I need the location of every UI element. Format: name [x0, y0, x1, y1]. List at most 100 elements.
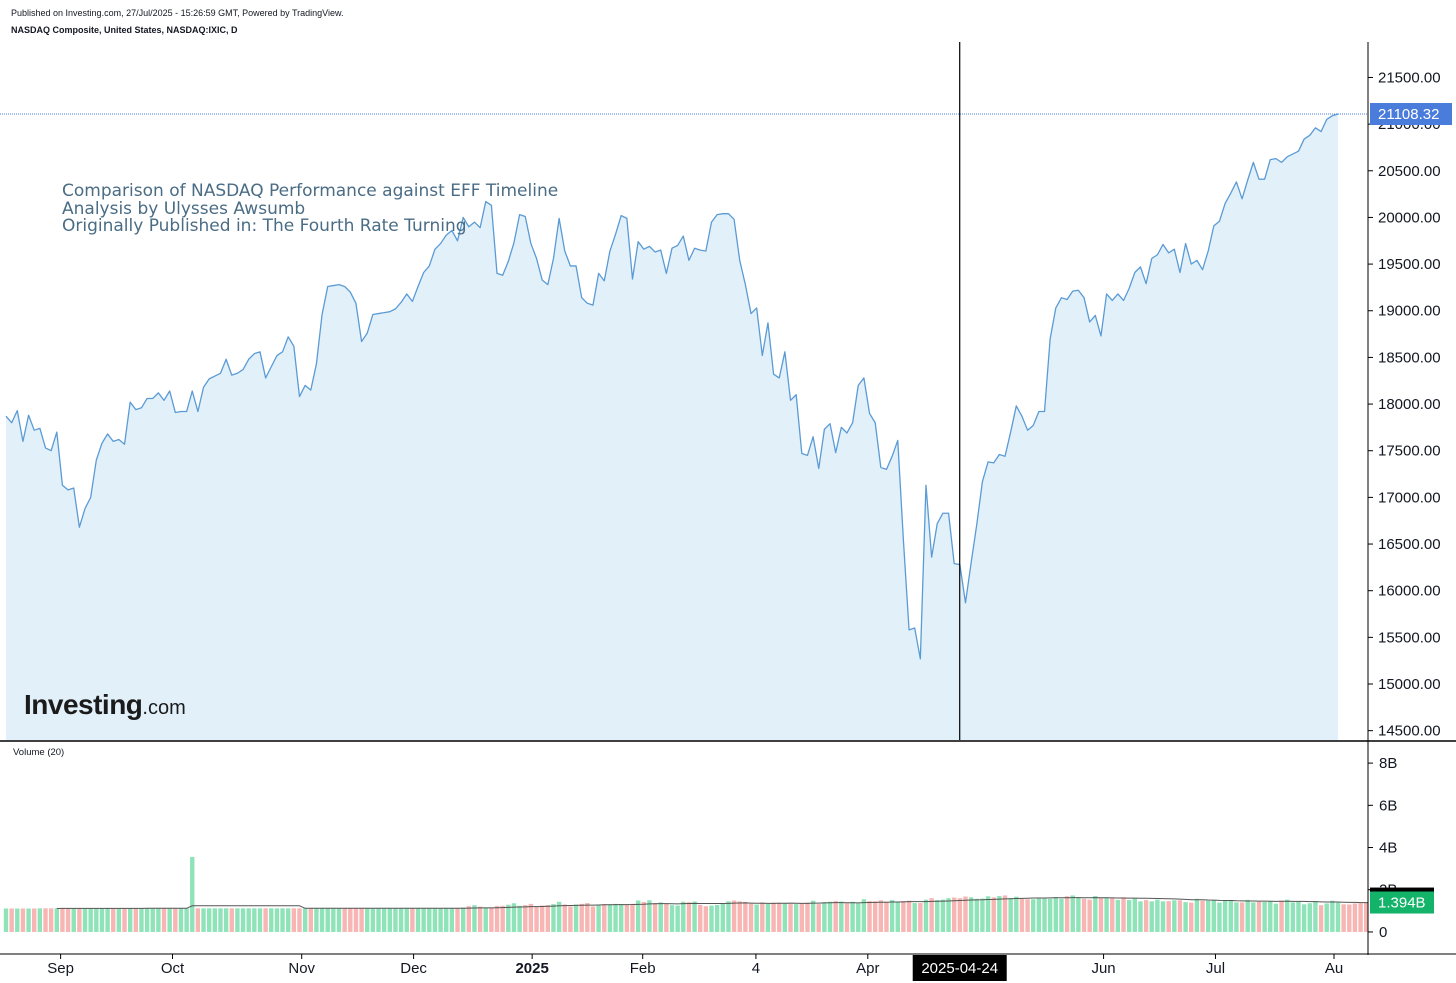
last-price-badge: [1370, 103, 1452, 126]
volume-bar: [308, 908, 313, 932]
volume-bar: [398, 908, 404, 932]
price-tick-label: 15500.00: [1378, 629, 1441, 646]
volume-bar: [901, 901, 906, 932]
volume-bar: [669, 905, 675, 932]
volume-bar: [139, 908, 144, 932]
time-tick-label: Nov: [288, 960, 315, 977]
volume-bar: [150, 908, 155, 932]
volume-bar: [681, 901, 686, 932]
volume-bar: [1211, 900, 1217, 932]
volume-bar: [974, 898, 979, 932]
volume-bar: [1330, 900, 1335, 932]
volume-bar: [201, 908, 206, 932]
volume-bar: [156, 908, 161, 932]
volume-bar: [839, 901, 844, 932]
price-tick-label: 17000.00: [1378, 489, 1441, 506]
volume-bar: [737, 901, 742, 932]
volume-bar: [1290, 902, 1296, 932]
volume-bar: [410, 908, 415, 932]
volume-bar: [1268, 901, 1273, 932]
volume-bar: [709, 905, 714, 932]
volume-bar: [190, 857, 195, 932]
time-tick-label: Feb: [630, 960, 656, 977]
volume-bar: [376, 908, 381, 932]
volume-bar: [963, 896, 968, 932]
volume-bar: [291, 908, 297, 932]
volume-bar: [568, 906, 573, 932]
price-tick-label: 15000.00: [1378, 676, 1441, 693]
volume-bar: [935, 900, 940, 932]
volume-bar: [1104, 897, 1109, 932]
volume-bar: [1087, 899, 1092, 932]
volume-bar: [991, 897, 996, 932]
price-tick-label: 19000.00: [1378, 303, 1441, 320]
volume-bar: [415, 908, 421, 932]
volume-bar: [918, 903, 923, 932]
volume-bar: [1347, 904, 1352, 932]
volume-bar: [551, 904, 556, 932]
volume-bar: [799, 903, 805, 932]
volume-bar: [506, 904, 511, 932]
time-tick-label: Jun: [1091, 960, 1115, 977]
volume-bar: [257, 908, 263, 932]
volume-last-badge: [1370, 891, 1434, 914]
volume-bar: [878, 900, 884, 932]
volume-bar: [1301, 904, 1307, 932]
volume-bar: [387, 908, 392, 932]
volume-bar: [494, 905, 500, 932]
volume-bar: [980, 898, 985, 932]
price-tick-label: 16500.00: [1378, 536, 1441, 553]
volume-bar: [1172, 900, 1177, 932]
volume-bar: [1273, 903, 1279, 932]
logo-suffix: .com: [142, 697, 186, 719]
volume-bar: [523, 905, 528, 932]
published-header: Published on Investing.com, 27/Jul/2025 …: [11, 8, 344, 18]
price-line: [5, 113, 1339, 660]
volume-bar: [765, 903, 771, 932]
volume-bar: [71, 908, 76, 932]
volume-bar: [658, 902, 663, 932]
volume-bar: [393, 908, 398, 932]
volume-bar: [720, 903, 725, 932]
volume-bar: [455, 908, 460, 932]
volume-bar: [664, 903, 669, 932]
volume-bar: [1053, 897, 1058, 932]
volume-bar: [1036, 898, 1042, 932]
volume-bar: [1098, 897, 1104, 932]
volume-bar: [1222, 900, 1228, 932]
volume-bar: [223, 908, 229, 932]
price-tick-label: 14500.00: [1378, 723, 1441, 740]
volume-bar: [489, 907, 494, 932]
volume-bar: [1335, 902, 1341, 932]
volume-bar: [1205, 900, 1211, 932]
volume-bar: [88, 908, 93, 932]
time-tick-label: Sep: [47, 960, 74, 977]
volume-bar: [517, 905, 522, 932]
volume-ma-line: [56, 897, 1378, 909]
volume-last-badge-label: 1.394B: [1378, 895, 1426, 912]
volume-bar: [534, 907, 539, 932]
volume-bar: [133, 908, 139, 932]
volume-bar: [466, 906, 472, 932]
volume-bar: [500, 905, 505, 932]
volume-bar: [952, 897, 957, 932]
volume-bar: [1364, 902, 1369, 932]
volume-bar: [1002, 895, 1008, 932]
time-tick-label: Jul: [1206, 960, 1225, 977]
volume-bar: [54, 908, 59, 932]
volume-bar: [562, 904, 567, 932]
price-tick-label: 19500.00: [1378, 256, 1441, 273]
volume-bar: [342, 908, 347, 932]
volume-bar: [404, 908, 409, 932]
volume-bar: [82, 908, 88, 932]
volume-bar: [1177, 900, 1183, 932]
price-area: [6, 114, 1338, 741]
symbol-header: NASDAQ Composite, United States, NASDAQ:…: [11, 25, 238, 35]
volume-bar: [805, 902, 810, 932]
volume-bar: [218, 908, 223, 932]
volume-bar: [1093, 896, 1098, 932]
volume-bar: [1324, 903, 1329, 932]
volume-bar: [444, 908, 449, 932]
volume-bar: [1217, 902, 1222, 932]
